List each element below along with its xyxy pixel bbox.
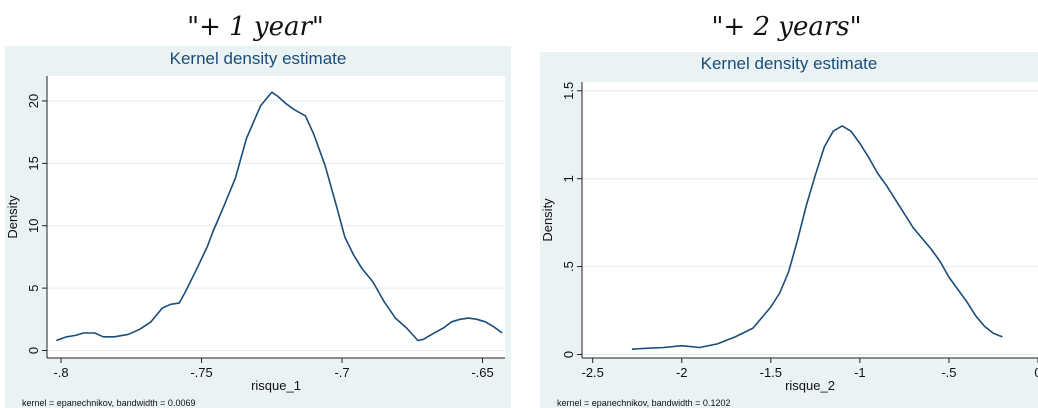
y-tick-label: 15 [26, 156, 41, 170]
x-tick-label: -.65 [471, 365, 493, 380]
kernel-density-chart-1: Kernel density estimate 0 5 10 15 20 -.8 -.75 -.… [5, 46, 511, 408]
y-tick-label: 1.5 [561, 82, 576, 100]
y-tick-label: 1 [561, 175, 576, 182]
y-tick-label: 0 [26, 347, 41, 354]
y-axis-label: Density [540, 198, 555, 242]
x-tick-label: -1.5 [760, 365, 782, 380]
x-tick-label: -.8 [53, 365, 68, 380]
kernel-density-chart-2: Kernel density estimate 0 .5 1 1.5 -2.5 -2 -1.5… [540, 52, 1038, 408]
x-tick-label: -.75 [190, 365, 212, 380]
x-axis-label: risque_2 [785, 378, 835, 393]
x-tick-label: -.5 [941, 365, 956, 380]
x-tick-label: 0 [1034, 365, 1038, 380]
x-tick-label: -2 [676, 365, 688, 380]
density-line [56, 91, 503, 342]
chart-caption: "+ 1 year" [187, 12, 324, 42]
x-axis-label: risque_1 [251, 378, 301, 393]
y-tick-label: 10 [26, 219, 41, 233]
y-tick-label: 0 [561, 351, 576, 358]
chart-caption: "+ 2 years" [711, 12, 862, 42]
plot-area [582, 82, 1038, 358]
x-tick-label: -1 [854, 365, 866, 380]
chart-title: Kernel density estimate [701, 54, 878, 73]
x-tick-label: -2.5 [581, 365, 603, 380]
y-tick-label: 20 [26, 94, 41, 108]
density-line [631, 125, 1003, 350]
y-axis-label: Density [5, 195, 20, 239]
chart-title: Kernel density estimate [170, 49, 347, 68]
chart-panel-1: "+ 1 year" Kernel density estimate 0 5 10 15… [0, 0, 511, 408]
x-tick-label: -.7 [334, 365, 349, 380]
y-tick-label: 5 [26, 285, 41, 292]
kernel-note: kernel = epanechnikov, bandwidth = 0.120… [557, 398, 730, 408]
kernel-note: kernel = epanechnikov, bandwidth = 0.006… [22, 398, 195, 408]
y-tick-label: .5 [561, 261, 576, 272]
chart-panel-2: "+ 2 years" Kernel density estimate 0 .5 1 1… [535, 0, 1038, 408]
plot-area [47, 76, 505, 358]
